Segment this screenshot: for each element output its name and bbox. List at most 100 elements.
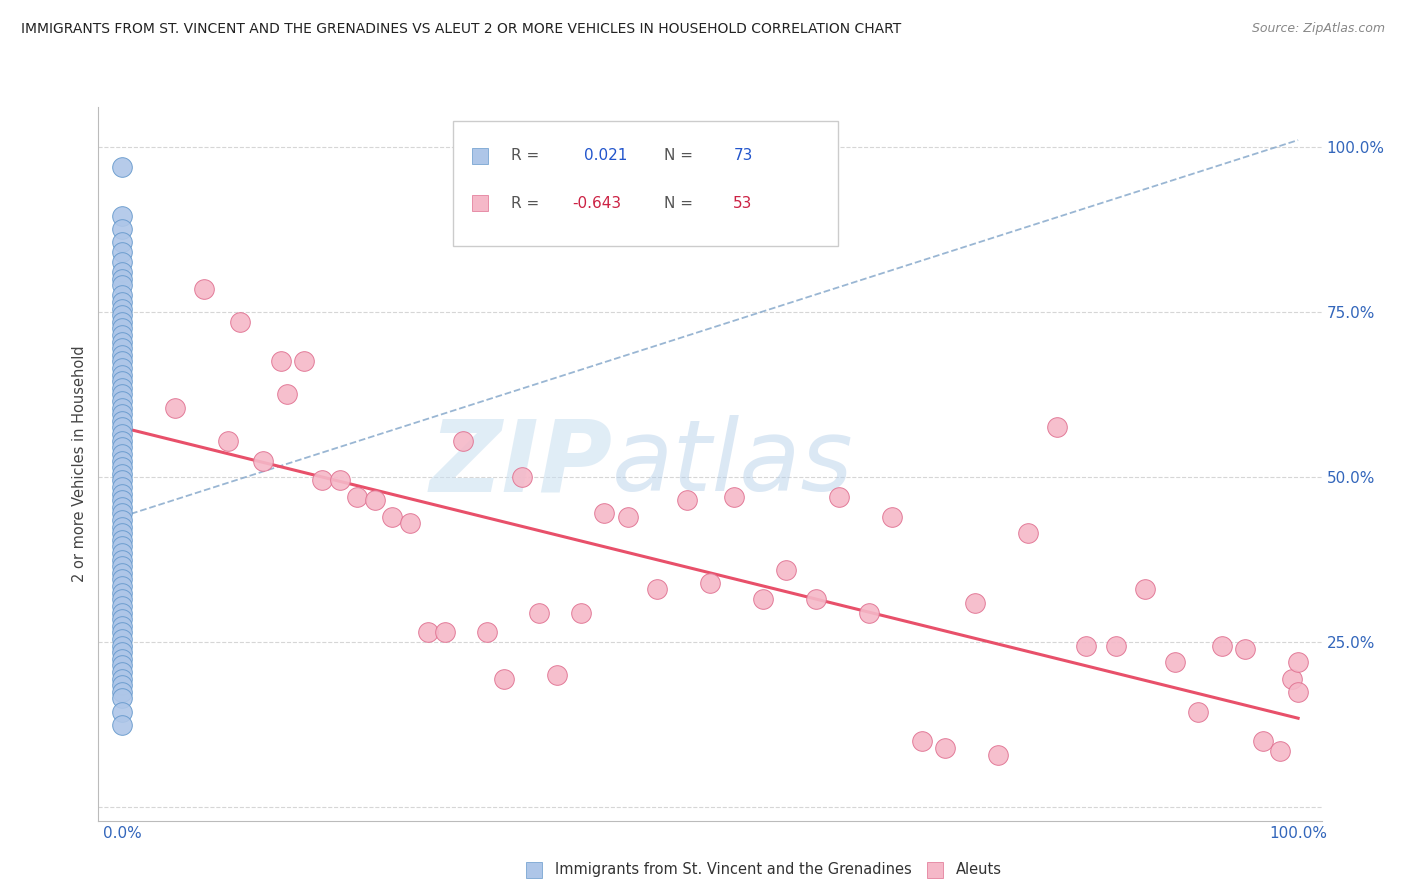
Point <box>311 474 333 488</box>
Point <box>111 160 134 174</box>
Point <box>111 381 134 395</box>
Point <box>111 599 134 613</box>
Point <box>1286 655 1309 669</box>
Point <box>111 460 134 475</box>
Point <box>111 474 134 488</box>
Text: N =: N = <box>664 196 697 211</box>
Point <box>111 209 134 223</box>
Point <box>111 486 134 500</box>
Point <box>111 334 134 349</box>
Point <box>217 434 239 448</box>
Y-axis label: 2 or more Vehicles in Household: 2 or more Vehicles in Household <box>72 345 87 582</box>
Text: Aleuts: Aleuts <box>956 863 1002 877</box>
Point <box>111 308 134 322</box>
Point <box>111 705 134 719</box>
Point <box>111 546 134 560</box>
Point <box>111 665 134 679</box>
Point <box>1270 744 1292 758</box>
Point <box>111 526 134 541</box>
Point <box>364 493 387 508</box>
Point <box>111 513 134 527</box>
FancyBboxPatch shape <box>453 121 838 246</box>
Point <box>328 474 350 488</box>
Point <box>399 516 422 531</box>
Point <box>111 361 134 376</box>
Point <box>111 222 134 236</box>
Point <box>1163 655 1185 669</box>
Point <box>699 575 721 590</box>
Point <box>111 639 134 653</box>
Point <box>111 658 134 673</box>
Point <box>111 447 134 461</box>
Point <box>111 540 134 554</box>
Point <box>111 401 134 415</box>
Point <box>111 685 134 699</box>
Text: 53: 53 <box>734 196 752 211</box>
Text: Source: ZipAtlas.com: Source: ZipAtlas.com <box>1251 22 1385 36</box>
Point <box>111 533 134 547</box>
Point <box>111 632 134 646</box>
Text: IMMIGRANTS FROM ST. VINCENT AND THE GRENADINES VS ALEUT 2 OR MORE VEHICLES IN HO: IMMIGRANTS FROM ST. VINCENT AND THE GREN… <box>21 22 901 37</box>
Point <box>911 734 934 748</box>
Point <box>723 490 745 504</box>
Point <box>645 582 668 597</box>
Text: R =: R = <box>510 196 544 211</box>
Point <box>111 467 134 481</box>
Point <box>111 493 134 508</box>
Point <box>111 368 134 382</box>
Point <box>111 645 134 659</box>
Text: N =: N = <box>664 148 697 163</box>
Point <box>858 606 880 620</box>
Point <box>111 718 134 732</box>
Text: 73: 73 <box>734 148 752 163</box>
Point <box>752 592 775 607</box>
Point <box>569 606 592 620</box>
Point <box>111 440 134 454</box>
Point <box>111 625 134 640</box>
Point <box>804 592 827 607</box>
Point <box>1105 639 1128 653</box>
Point <box>1046 420 1069 434</box>
Point <box>416 625 439 640</box>
Point <box>111 579 134 593</box>
Point <box>111 559 134 574</box>
Point <box>111 519 134 533</box>
Point <box>1286 685 1309 699</box>
Point <box>1017 526 1039 541</box>
Point <box>111 387 134 401</box>
Point <box>529 606 551 620</box>
Point <box>111 301 134 316</box>
Point <box>1234 641 1257 656</box>
Point <box>111 592 134 607</box>
Point <box>346 490 368 504</box>
Point <box>111 652 134 666</box>
Point <box>111 678 134 692</box>
Point <box>111 618 134 632</box>
Point <box>111 374 134 388</box>
Point <box>111 235 134 250</box>
Text: ZIP: ZIP <box>429 416 612 512</box>
Point <box>381 509 404 524</box>
Point <box>1211 639 1233 653</box>
Point <box>510 470 533 484</box>
Point <box>111 315 134 329</box>
Point <box>111 691 134 706</box>
Text: R =: R = <box>510 148 544 163</box>
Point <box>1187 705 1209 719</box>
Point <box>828 490 851 504</box>
Text: 0.021: 0.021 <box>583 148 627 163</box>
Point <box>494 672 516 686</box>
Text: atlas: atlas <box>612 416 853 512</box>
Point <box>111 272 134 286</box>
Point <box>451 434 474 448</box>
Point <box>963 596 986 610</box>
Point <box>111 278 134 293</box>
Text: Immigrants from St. Vincent and the Grenadines: Immigrants from St. Vincent and the Gren… <box>555 863 912 877</box>
Point <box>111 500 134 514</box>
Point <box>111 420 134 434</box>
Point <box>111 348 134 362</box>
Point <box>111 328 134 343</box>
Point <box>111 507 134 521</box>
Point <box>1076 639 1098 653</box>
Point <box>111 288 134 302</box>
